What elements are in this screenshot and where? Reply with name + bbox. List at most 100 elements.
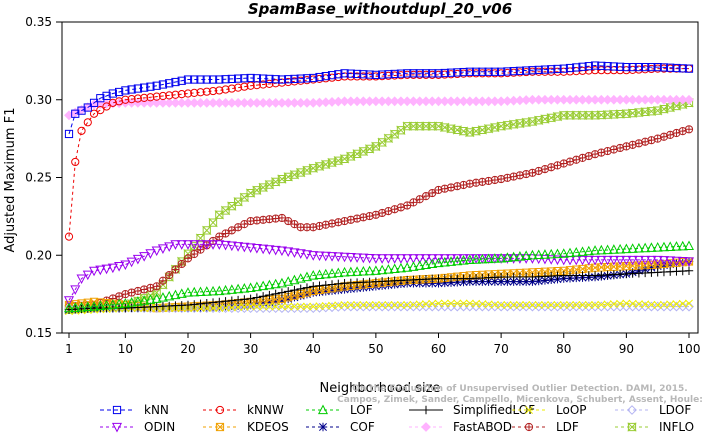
data-point-ring xyxy=(246,216,255,226)
series-fastabod xyxy=(64,94,694,121)
data-point xyxy=(246,81,255,90)
data-point xyxy=(378,209,386,217)
data-point-ring xyxy=(152,282,161,291)
data-point xyxy=(439,256,450,267)
data-point xyxy=(176,240,187,250)
data-point xyxy=(189,286,200,297)
data-point xyxy=(83,103,92,112)
data-point xyxy=(190,88,199,98)
data-point xyxy=(509,301,518,309)
data-point xyxy=(215,232,223,241)
data-point xyxy=(583,245,594,256)
legend-label: KDEOS xyxy=(247,420,289,434)
data-point-ring xyxy=(259,215,268,224)
data-point xyxy=(577,255,588,266)
data-point xyxy=(265,298,274,307)
data-point-ring xyxy=(678,127,687,136)
data-point xyxy=(234,303,243,312)
data-point-ring xyxy=(396,203,406,212)
data-point xyxy=(497,301,506,309)
data-point xyxy=(571,246,582,257)
data-point xyxy=(345,253,356,263)
data-point xyxy=(496,121,506,131)
data-point xyxy=(377,137,387,148)
data-point xyxy=(284,217,292,225)
legend-marker xyxy=(525,406,533,414)
data-point xyxy=(334,70,343,79)
watermark-line-2: Campos, Zimek, Sander, Campello, Micenko… xyxy=(337,395,702,405)
x-tick-label: 60 xyxy=(431,342,446,356)
data-point-ring xyxy=(340,216,349,226)
data-point xyxy=(240,82,249,91)
data-point xyxy=(578,154,587,162)
data-point xyxy=(665,256,676,267)
data-point xyxy=(653,62,662,72)
data-point xyxy=(320,251,331,262)
data-point xyxy=(290,74,299,84)
data-point xyxy=(533,115,544,126)
data-point-ring xyxy=(127,288,136,297)
data-point-ring xyxy=(140,285,149,294)
data-point xyxy=(190,300,199,309)
data-point xyxy=(128,288,136,297)
data-point xyxy=(447,299,455,308)
data-point xyxy=(508,251,519,262)
data-point xyxy=(477,253,488,264)
data-point xyxy=(320,268,331,279)
data-point xyxy=(452,254,463,264)
data-point-ring xyxy=(540,165,550,174)
data-point xyxy=(227,303,236,312)
data-point xyxy=(121,86,130,95)
data-point xyxy=(496,277,506,286)
data-point xyxy=(458,255,469,265)
data-point xyxy=(164,242,175,252)
data-point xyxy=(534,301,543,309)
legend-label: kNNW xyxy=(247,403,284,417)
data-point xyxy=(358,265,369,276)
data-point xyxy=(391,205,399,213)
data-point xyxy=(515,301,524,309)
series-odin xyxy=(63,240,695,306)
data-point-ring xyxy=(252,216,261,225)
data-point-ring xyxy=(666,130,675,139)
data-point xyxy=(553,301,562,309)
data-point xyxy=(220,284,231,295)
data-point xyxy=(302,165,312,176)
data-point xyxy=(395,254,406,264)
data-point xyxy=(258,298,268,308)
data-point xyxy=(296,291,305,300)
data-point xyxy=(201,225,212,236)
data-point xyxy=(560,159,568,168)
data-point xyxy=(409,300,418,309)
data-point xyxy=(76,274,87,285)
data-point xyxy=(327,280,337,289)
data-point xyxy=(301,250,313,260)
legend-item-kdeos: KDEOS xyxy=(203,420,289,434)
data-point xyxy=(157,292,168,302)
data-point-ring xyxy=(603,146,612,156)
data-point-ring xyxy=(352,214,362,223)
data-point xyxy=(315,281,324,290)
data-point xyxy=(177,90,186,99)
data-point xyxy=(433,257,444,268)
data-point xyxy=(108,98,117,107)
data-point xyxy=(265,79,274,88)
series-layer xyxy=(63,61,695,316)
data-point xyxy=(177,76,186,85)
data-point xyxy=(390,69,399,79)
data-point xyxy=(114,298,125,309)
data-point xyxy=(77,126,86,135)
legend-item-lof: LOF xyxy=(306,403,373,417)
data-point xyxy=(590,245,601,255)
x-tick-label: 80 xyxy=(556,342,571,356)
data-point xyxy=(271,297,280,306)
data-point xyxy=(484,300,493,309)
data-point xyxy=(409,69,418,78)
data-point xyxy=(178,260,186,268)
data-point xyxy=(127,85,136,94)
data-point xyxy=(634,107,644,118)
data-point xyxy=(359,70,368,79)
data-point xyxy=(433,254,444,264)
data-point xyxy=(372,211,380,219)
data-point xyxy=(202,75,211,84)
